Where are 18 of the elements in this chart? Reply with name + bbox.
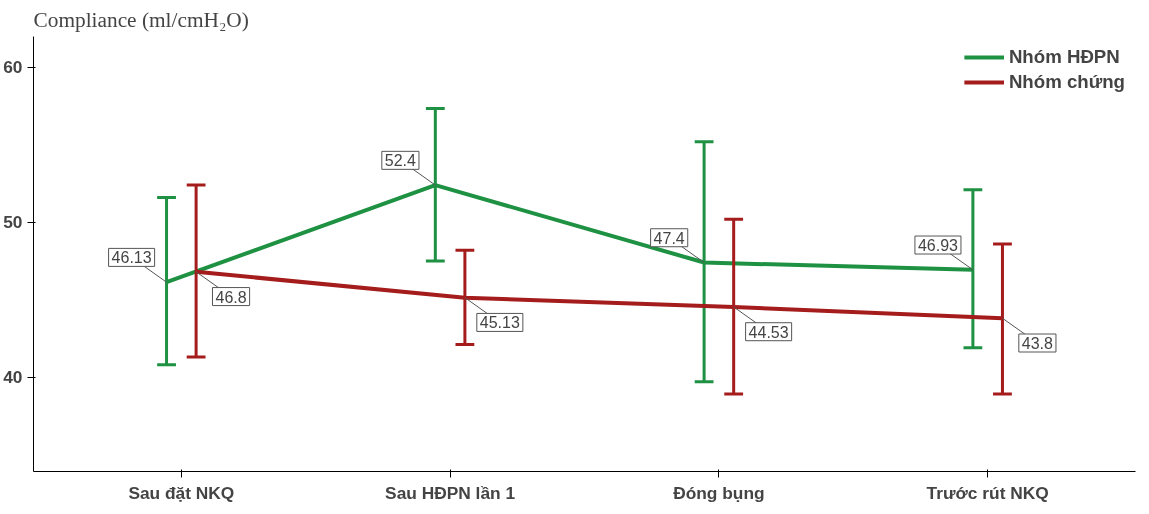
data-label: 44.53 [748, 323, 789, 341]
x-tick-label: Sau HĐPN lần 1 [385, 482, 516, 503]
y-tick-label: 50 [3, 212, 23, 233]
data-label: 45.13 [479, 314, 520, 332]
data-label: 43.8 [1021, 335, 1054, 353]
x-tick-label: Đóng bụng [673, 482, 765, 503]
data-label: 47.4 [653, 229, 685, 247]
legend-label: Nhóm chứng [1008, 71, 1125, 93]
chart-title: Compliance (ml/cmH₂O) [33, 7, 249, 32]
data-label: 52.4 [384, 152, 417, 170]
data-label: 46.93 [917, 237, 959, 255]
data-label: 46.8 [215, 288, 247, 306]
legend-label: Nhóm HĐPN [1008, 46, 1120, 68]
y-tick-label: 40 [3, 367, 23, 388]
y-tick-label: 60 [3, 57, 23, 78]
data-label: 46.13 [111, 249, 152, 267]
x-tick-label: Trước rút NKQ [926, 482, 1049, 503]
x-tick-label: Sau đặt NKQ [128, 482, 235, 503]
